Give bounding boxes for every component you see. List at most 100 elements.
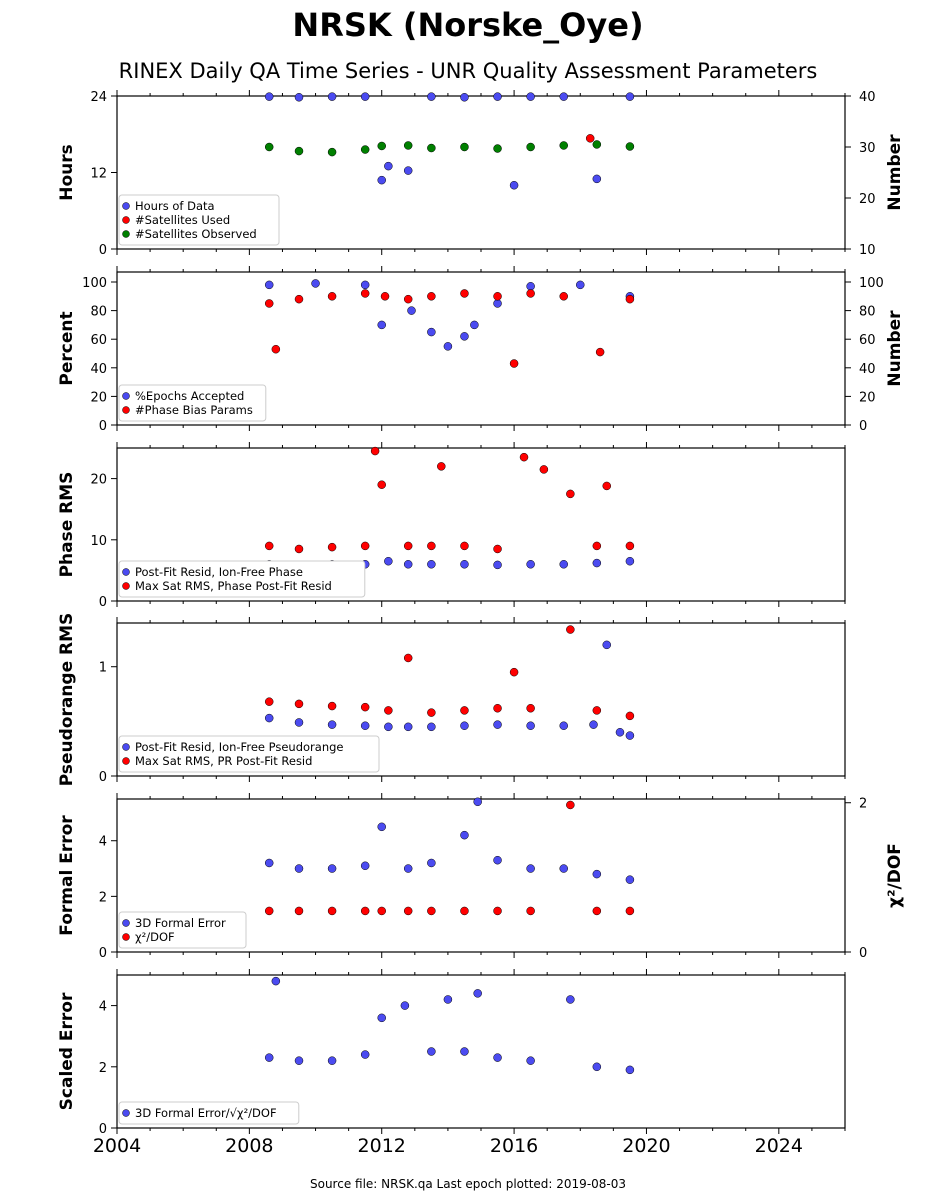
data-point: [625, 294, 635, 304]
data-point: [384, 556, 393, 566]
data-point: [559, 92, 568, 101]
data-point: [377, 480, 386, 489]
data-point: [360, 702, 370, 712]
data-point: [526, 282, 535, 291]
panel-4: 0 1 Pseudorange RMS Post-Fit Resid, Ion-Fre…: [57, 613, 846, 787]
data-point: [327, 292, 337, 301]
y2-tick-label: 100: [859, 276, 884, 291]
legend-label: Hours of Data: [135, 199, 215, 213]
data-point: [592, 558, 602, 568]
data-point: [526, 560, 535, 569]
data-point: [427, 708, 436, 717]
data-point: [509, 181, 519, 190]
y-tick-label: 0: [99, 595, 107, 610]
data-point: [509, 667, 519, 677]
data-point: [403, 166, 413, 175]
data-point: [526, 1056, 535, 1065]
data-point: [360, 280, 370, 290]
x-tick-label: 2024: [755, 1135, 803, 1157]
data-point: [592, 906, 602, 916]
data-point: [264, 713, 274, 723]
y-tick-label: 60: [90, 333, 107, 348]
y-tick-label: 20: [90, 473, 107, 488]
legend-box: [118, 735, 380, 773]
y-tick-label: 20: [90, 390, 107, 405]
legend-label: %Epochs Accepted: [135, 389, 244, 403]
y2-tick-label: 40: [859, 362, 876, 377]
legend-label: Post-Fit Resid, Ion-Free Phase: [135, 565, 303, 579]
y-tick-label: 100: [82, 276, 107, 291]
data-point: [264, 906, 274, 916]
data-point: [493, 299, 502, 308]
data-point: [327, 542, 337, 552]
data-point: [403, 722, 413, 732]
y2-tick-label: 10: [859, 243, 876, 258]
data-point: [539, 465, 549, 474]
y2-tick-label: 60: [859, 333, 876, 348]
data-point: [377, 320, 386, 330]
data-point: [360, 289, 370, 298]
data-point: [327, 701, 337, 711]
data-point: [427, 541, 436, 551]
data-point: [625, 906, 635, 916]
data-point: [526, 703, 535, 713]
legend-label: Max Sat RMS, PR Post-Fit Resid: [135, 754, 312, 768]
y-axis-label: Scaled Error: [57, 992, 77, 1110]
legend-marker: [122, 933, 130, 941]
data-point: [473, 989, 482, 998]
data-point: [592, 706, 602, 715]
data-point: [460, 541, 469, 551]
data-point: [493, 720, 502, 729]
data-point: [264, 142, 274, 152]
data-point: [377, 141, 386, 151]
y-tick-label: 80: [90, 305, 107, 320]
data-point: [294, 1056, 304, 1065]
legend-marker: [122, 1109, 130, 1117]
legend-label: Post-Fit Resid, Ion-Free Pseudorange: [135, 740, 343, 754]
data-point: [360, 1050, 370, 1059]
y-axis-label: Pseudorange RMS: [57, 613, 77, 787]
data-point: [403, 294, 413, 304]
y2-tick-label: 0: [859, 946, 867, 961]
data-point: [370, 446, 380, 456]
legend-marker: [122, 392, 130, 400]
data-point: [377, 906, 386, 916]
data-point: [625, 731, 635, 740]
data-point: [380, 292, 390, 301]
data-point: [327, 864, 337, 873]
data-point: [602, 640, 611, 650]
y-tick-label: 0: [99, 770, 107, 785]
x-tick-label: 2008: [225, 1135, 273, 1157]
y-tick-label: 0: [99, 419, 107, 434]
data-point: [294, 906, 304, 916]
data-point: [400, 1001, 410, 1010]
data-point: [427, 858, 436, 868]
data-point: [625, 875, 635, 884]
data-point: [327, 1056, 337, 1065]
data-point: [327, 720, 337, 729]
data-point: [437, 462, 446, 471]
legend-marker: [122, 743, 130, 751]
data-point: [526, 92, 535, 101]
data-point: [473, 797, 482, 807]
y2-axis-label: Number: [885, 310, 905, 387]
data-point: [460, 706, 469, 715]
data-point: [294, 699, 304, 709]
y-axis-label: Phase RMS: [57, 472, 77, 578]
data-point: [377, 822, 386, 832]
data-point: [427, 143, 436, 153]
y2-tick-label: 30: [859, 141, 876, 156]
data-point: [264, 92, 274, 101]
y2-tick-label: 20: [859, 390, 876, 405]
data-point: [294, 294, 304, 304]
y2-tick-label: 2: [859, 797, 867, 812]
y-axis-label: Hours: [57, 144, 77, 201]
legend-marker: [122, 230, 130, 238]
legend-box: [118, 911, 247, 949]
y-tick-label: 2: [99, 1061, 107, 1076]
legend-box: [118, 384, 267, 422]
data-point: [493, 544, 502, 554]
data-point: [294, 544, 304, 554]
